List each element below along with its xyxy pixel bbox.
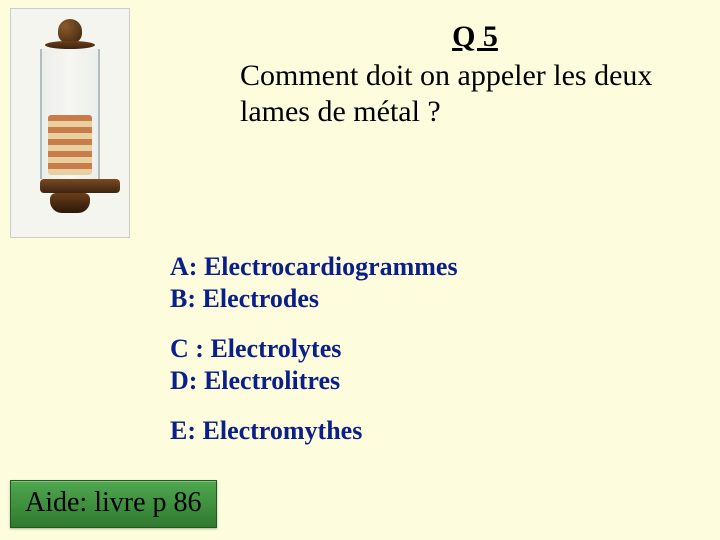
question-image xyxy=(10,8,130,238)
answer-text: Electrolitres xyxy=(204,366,340,395)
question-number: Q 5 xyxy=(335,20,615,54)
question-text: Comment doit on appeler les deux lames d… xyxy=(240,58,710,130)
voltaic-pile-icon xyxy=(40,19,100,213)
answer-text: Electrolytes xyxy=(210,334,341,363)
answer-option[interactable]: B: Electrodes xyxy=(170,284,670,314)
help-button-label: Aide: livre p 86 xyxy=(25,487,202,518)
answer-option[interactable]: C : Electrolytes xyxy=(170,334,670,364)
question-heading: Q 5 Comment doit on appeler les deux lam… xyxy=(240,20,710,130)
answer-option[interactable]: A: Electrocardiogrammes xyxy=(170,252,670,282)
answer-option[interactable]: D: Electrolitres xyxy=(170,366,670,396)
answer-label: B: xyxy=(170,284,196,313)
answer-label: E: xyxy=(170,416,196,445)
help-button[interactable]: Aide: livre p 86 xyxy=(10,480,217,528)
answer-label: C : xyxy=(170,334,204,363)
answer-option[interactable]: E: Electromythes xyxy=(170,416,670,446)
answer-text: Electrodes xyxy=(203,284,320,313)
answer-label: D: xyxy=(170,366,197,395)
answer-text: Electromythes xyxy=(203,416,363,445)
answer-text: Electrocardiogrammes xyxy=(204,252,458,281)
answers-block: A: Electrocardiogrammes B: Electrodes C … xyxy=(170,252,670,448)
answer-label: A: xyxy=(170,252,197,281)
